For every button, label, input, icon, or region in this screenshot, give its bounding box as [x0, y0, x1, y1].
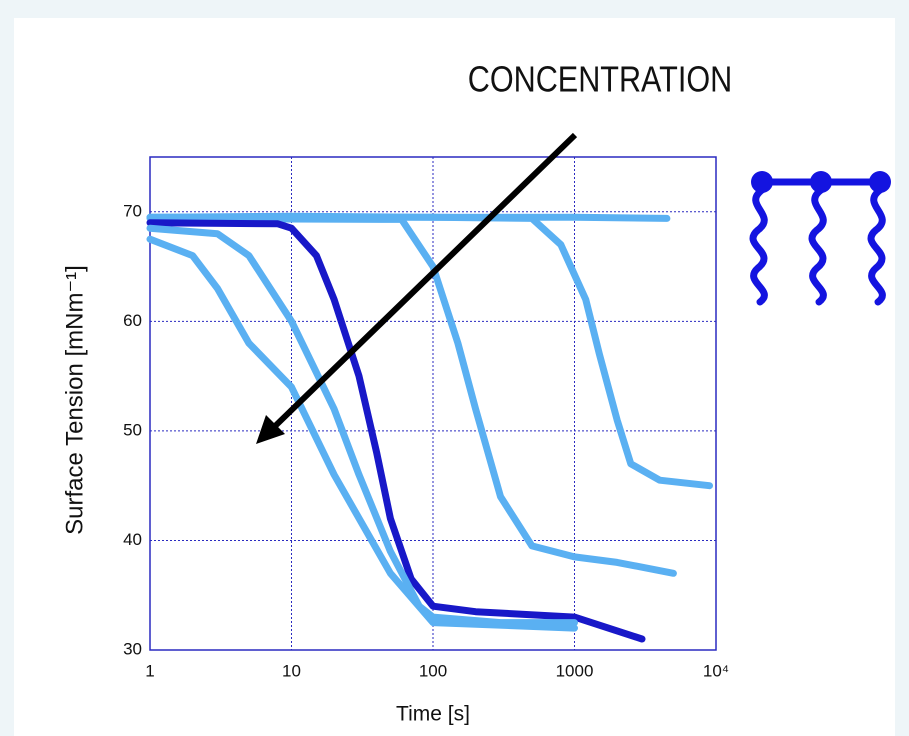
annotation: CONCENTRATION — [468, 60, 732, 100]
y-axis-label: Surface Tension [mNm⁻¹] — [61, 265, 88, 535]
series-line — [146, 235, 578, 632]
arrow — [256, 132, 578, 444]
series-line — [146, 213, 713, 490]
y-tick-label: 30 — [123, 639, 142, 658]
y-tick-label: 40 — [123, 530, 142, 549]
x-tick-label: 10 — [282, 661, 301, 680]
x-tick-label: 10⁴ — [703, 661, 729, 680]
panel — [14, 18, 895, 736]
x-axis-label: Time [s] — [396, 703, 470, 726]
series-line — [146, 214, 677, 577]
plot: 30 40 50 60 70 1 10 100 1000 10⁴ — [123, 156, 729, 680]
series-line — [146, 219, 646, 643]
x-tick-label: 100 — [419, 661, 447, 680]
x-tick-label: 1000 — [556, 661, 594, 680]
y-tick-label: 50 — [123, 420, 142, 439]
surfactant-icon — [749, 171, 891, 306]
y-tick-label: 70 — [123, 201, 142, 220]
y-tick-label: 60 — [123, 311, 142, 330]
plot-frame — [149, 156, 717, 651]
x-tick-label: 1 — [145, 661, 154, 680]
series-line — [146, 224, 578, 627]
